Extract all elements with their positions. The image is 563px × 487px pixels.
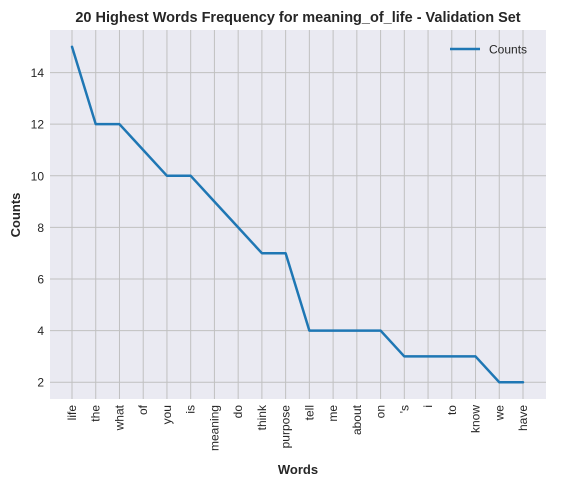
x-tick-label: is [184,405,198,414]
x-tick-label: on [374,405,388,418]
y-tick-label: 8 [37,221,44,235]
x-tick-label: what [112,404,126,431]
y-tick-label: 4 [37,324,44,338]
x-tick-label: the [89,405,103,422]
x-tick-label: think [255,404,269,430]
chart-title: 20 Highest Words Frequency for meaning_o… [75,10,520,26]
y-tick-label: 10 [31,169,45,183]
x-tick-label: meaning [207,405,221,451]
grid [50,30,546,399]
x-axis-ticks: life the what of you is meaning do think purpose t… [65,404,530,451]
legend: Counts [450,43,527,57]
x-tick-label: have [516,405,530,431]
x-tick-label: we [492,405,506,422]
x-tick-label: i [421,405,435,408]
x-tick-label: 's [397,405,411,413]
y-tick-label: 14 [31,66,45,80]
x-tick-label: tell [302,405,316,420]
y-axis-ticks: 2 4 6 8 10 12 14 [31,66,45,390]
x-tick-label: about [350,404,364,435]
x-tick-label: know [469,405,483,433]
y-tick-label: 12 [31,118,45,132]
x-tick-label: do [231,405,245,419]
x-tick-label: me [326,405,340,422]
y-axis-label: Counts [8,193,23,238]
x-tick-label: of [136,404,150,415]
legend-label-counts: Counts [489,43,527,57]
y-tick-label: 6 [37,273,44,287]
x-axis-label: Words [278,462,318,477]
x-tick-label: life [65,405,79,421]
x-tick-label: you [160,405,174,424]
y-tick-label: 2 [37,376,44,390]
x-tick-label: to [445,405,459,415]
plot-area [50,30,546,399]
series-layer [70,45,525,384]
x-tick-label: purpose [279,405,293,449]
series-line-counts [70,45,525,384]
